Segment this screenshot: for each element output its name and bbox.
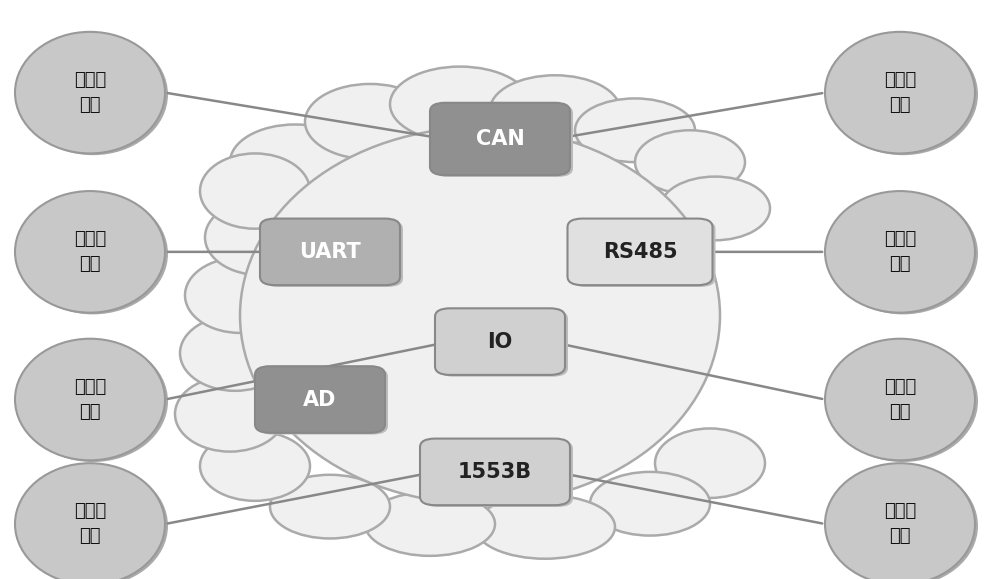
Text: 数据读
取者: 数据读 取者	[884, 71, 916, 114]
Text: 数据写
入者: 数据写 入者	[74, 230, 106, 273]
Text: 数据写
入者: 数据写 入者	[74, 378, 106, 421]
Ellipse shape	[365, 492, 495, 556]
Text: 数据写
入者: 数据写 入者	[74, 71, 106, 114]
Text: 数据读
取者: 数据读 取者	[884, 230, 916, 273]
FancyBboxPatch shape	[568, 219, 712, 285]
Text: UART: UART	[299, 242, 361, 262]
FancyBboxPatch shape	[433, 104, 573, 177]
Ellipse shape	[175, 376, 285, 452]
Ellipse shape	[590, 472, 710, 536]
FancyBboxPatch shape	[430, 103, 570, 175]
Ellipse shape	[825, 32, 975, 153]
Ellipse shape	[828, 465, 978, 579]
Ellipse shape	[180, 316, 290, 391]
Ellipse shape	[15, 191, 165, 313]
Ellipse shape	[185, 258, 295, 333]
Ellipse shape	[200, 153, 310, 229]
FancyBboxPatch shape	[420, 439, 570, 505]
Ellipse shape	[655, 428, 765, 498]
Ellipse shape	[18, 465, 168, 579]
Ellipse shape	[305, 84, 435, 159]
Text: AD: AD	[303, 390, 337, 409]
FancyBboxPatch shape	[435, 308, 565, 375]
Text: CAN: CAN	[476, 129, 524, 149]
Ellipse shape	[18, 193, 168, 314]
Ellipse shape	[575, 98, 695, 162]
Ellipse shape	[828, 34, 978, 155]
Ellipse shape	[635, 130, 745, 194]
Ellipse shape	[825, 463, 975, 579]
Ellipse shape	[828, 340, 978, 462]
FancyBboxPatch shape	[570, 221, 716, 287]
Text: 1553B: 1553B	[458, 462, 532, 482]
Text: 数据写
入者: 数据写 入者	[74, 503, 106, 545]
FancyBboxPatch shape	[423, 440, 573, 507]
Text: IO: IO	[487, 332, 513, 351]
Ellipse shape	[18, 340, 168, 462]
Ellipse shape	[18, 34, 168, 155]
Ellipse shape	[825, 191, 975, 313]
Text: RS485: RS485	[603, 242, 677, 262]
Ellipse shape	[825, 339, 975, 460]
FancyBboxPatch shape	[263, 221, 403, 287]
Ellipse shape	[390, 67, 530, 142]
Ellipse shape	[475, 495, 615, 559]
FancyBboxPatch shape	[260, 219, 400, 285]
FancyBboxPatch shape	[255, 367, 385, 433]
FancyBboxPatch shape	[438, 310, 568, 377]
FancyBboxPatch shape	[258, 368, 388, 434]
Ellipse shape	[15, 32, 165, 153]
Ellipse shape	[200, 431, 310, 501]
Ellipse shape	[240, 127, 720, 504]
Ellipse shape	[230, 124, 360, 200]
Ellipse shape	[15, 339, 165, 460]
Ellipse shape	[205, 200, 315, 275]
Ellipse shape	[490, 75, 620, 145]
Ellipse shape	[240, 127, 720, 504]
Text: 数据读
取者: 数据读 取者	[884, 378, 916, 421]
Text: 数据读
取者: 数据读 取者	[884, 503, 916, 545]
Ellipse shape	[270, 475, 390, 538]
Ellipse shape	[15, 463, 165, 579]
Ellipse shape	[828, 193, 978, 314]
Ellipse shape	[660, 177, 770, 240]
